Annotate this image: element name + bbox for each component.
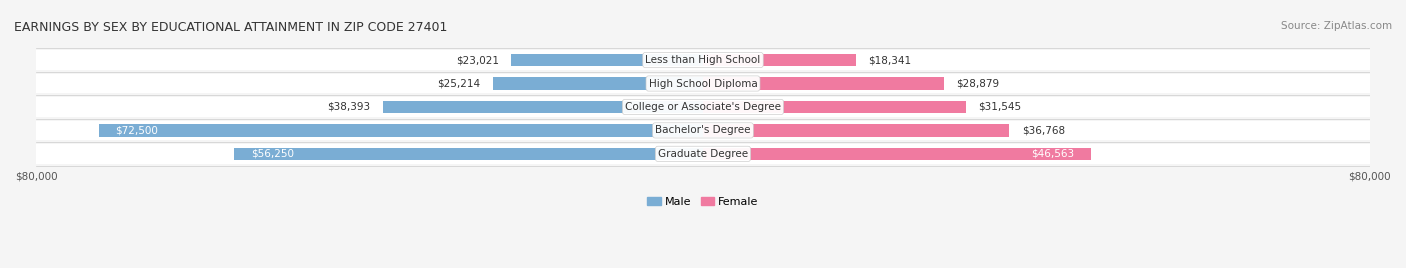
Text: $72,500: $72,500: [115, 125, 159, 135]
Bar: [703, 77, 943, 90]
Text: $31,545: $31,545: [979, 102, 1022, 112]
Text: $28,879: $28,879: [956, 79, 1000, 88]
Bar: [37, 97, 1369, 117]
Text: $25,214: $25,214: [437, 79, 481, 88]
Bar: [703, 54, 856, 66]
Bar: [494, 77, 703, 90]
Bar: [98, 124, 703, 137]
Text: $46,563: $46,563: [1031, 149, 1074, 159]
Bar: [512, 54, 703, 66]
Bar: [703, 124, 1010, 137]
Bar: [37, 74, 1369, 93]
Legend: Male, Female: Male, Female: [647, 196, 759, 207]
Text: EARNINGS BY SEX BY EDUCATIONAL ATTAINMENT IN ZIP CODE 27401: EARNINGS BY SEX BY EDUCATIONAL ATTAINMEN…: [14, 21, 447, 35]
Bar: [382, 100, 703, 113]
Text: Graduate Degree: Graduate Degree: [658, 149, 748, 159]
Text: $36,768: $36,768: [1022, 125, 1064, 135]
Bar: [37, 144, 1369, 163]
Text: Less than High School: Less than High School: [645, 55, 761, 65]
Bar: [235, 147, 703, 160]
Text: $18,341: $18,341: [869, 55, 911, 65]
Bar: [37, 50, 1369, 70]
Text: $56,250: $56,250: [250, 149, 294, 159]
Text: $38,393: $38,393: [328, 102, 371, 112]
Text: $23,021: $23,021: [456, 55, 499, 65]
Text: College or Associate's Degree: College or Associate's Degree: [626, 102, 780, 112]
Bar: [37, 121, 1369, 140]
Text: Source: ZipAtlas.com: Source: ZipAtlas.com: [1281, 21, 1392, 31]
Bar: [703, 100, 966, 113]
Text: High School Diploma: High School Diploma: [648, 79, 758, 88]
Bar: [703, 147, 1091, 160]
Text: Bachelor's Degree: Bachelor's Degree: [655, 125, 751, 135]
